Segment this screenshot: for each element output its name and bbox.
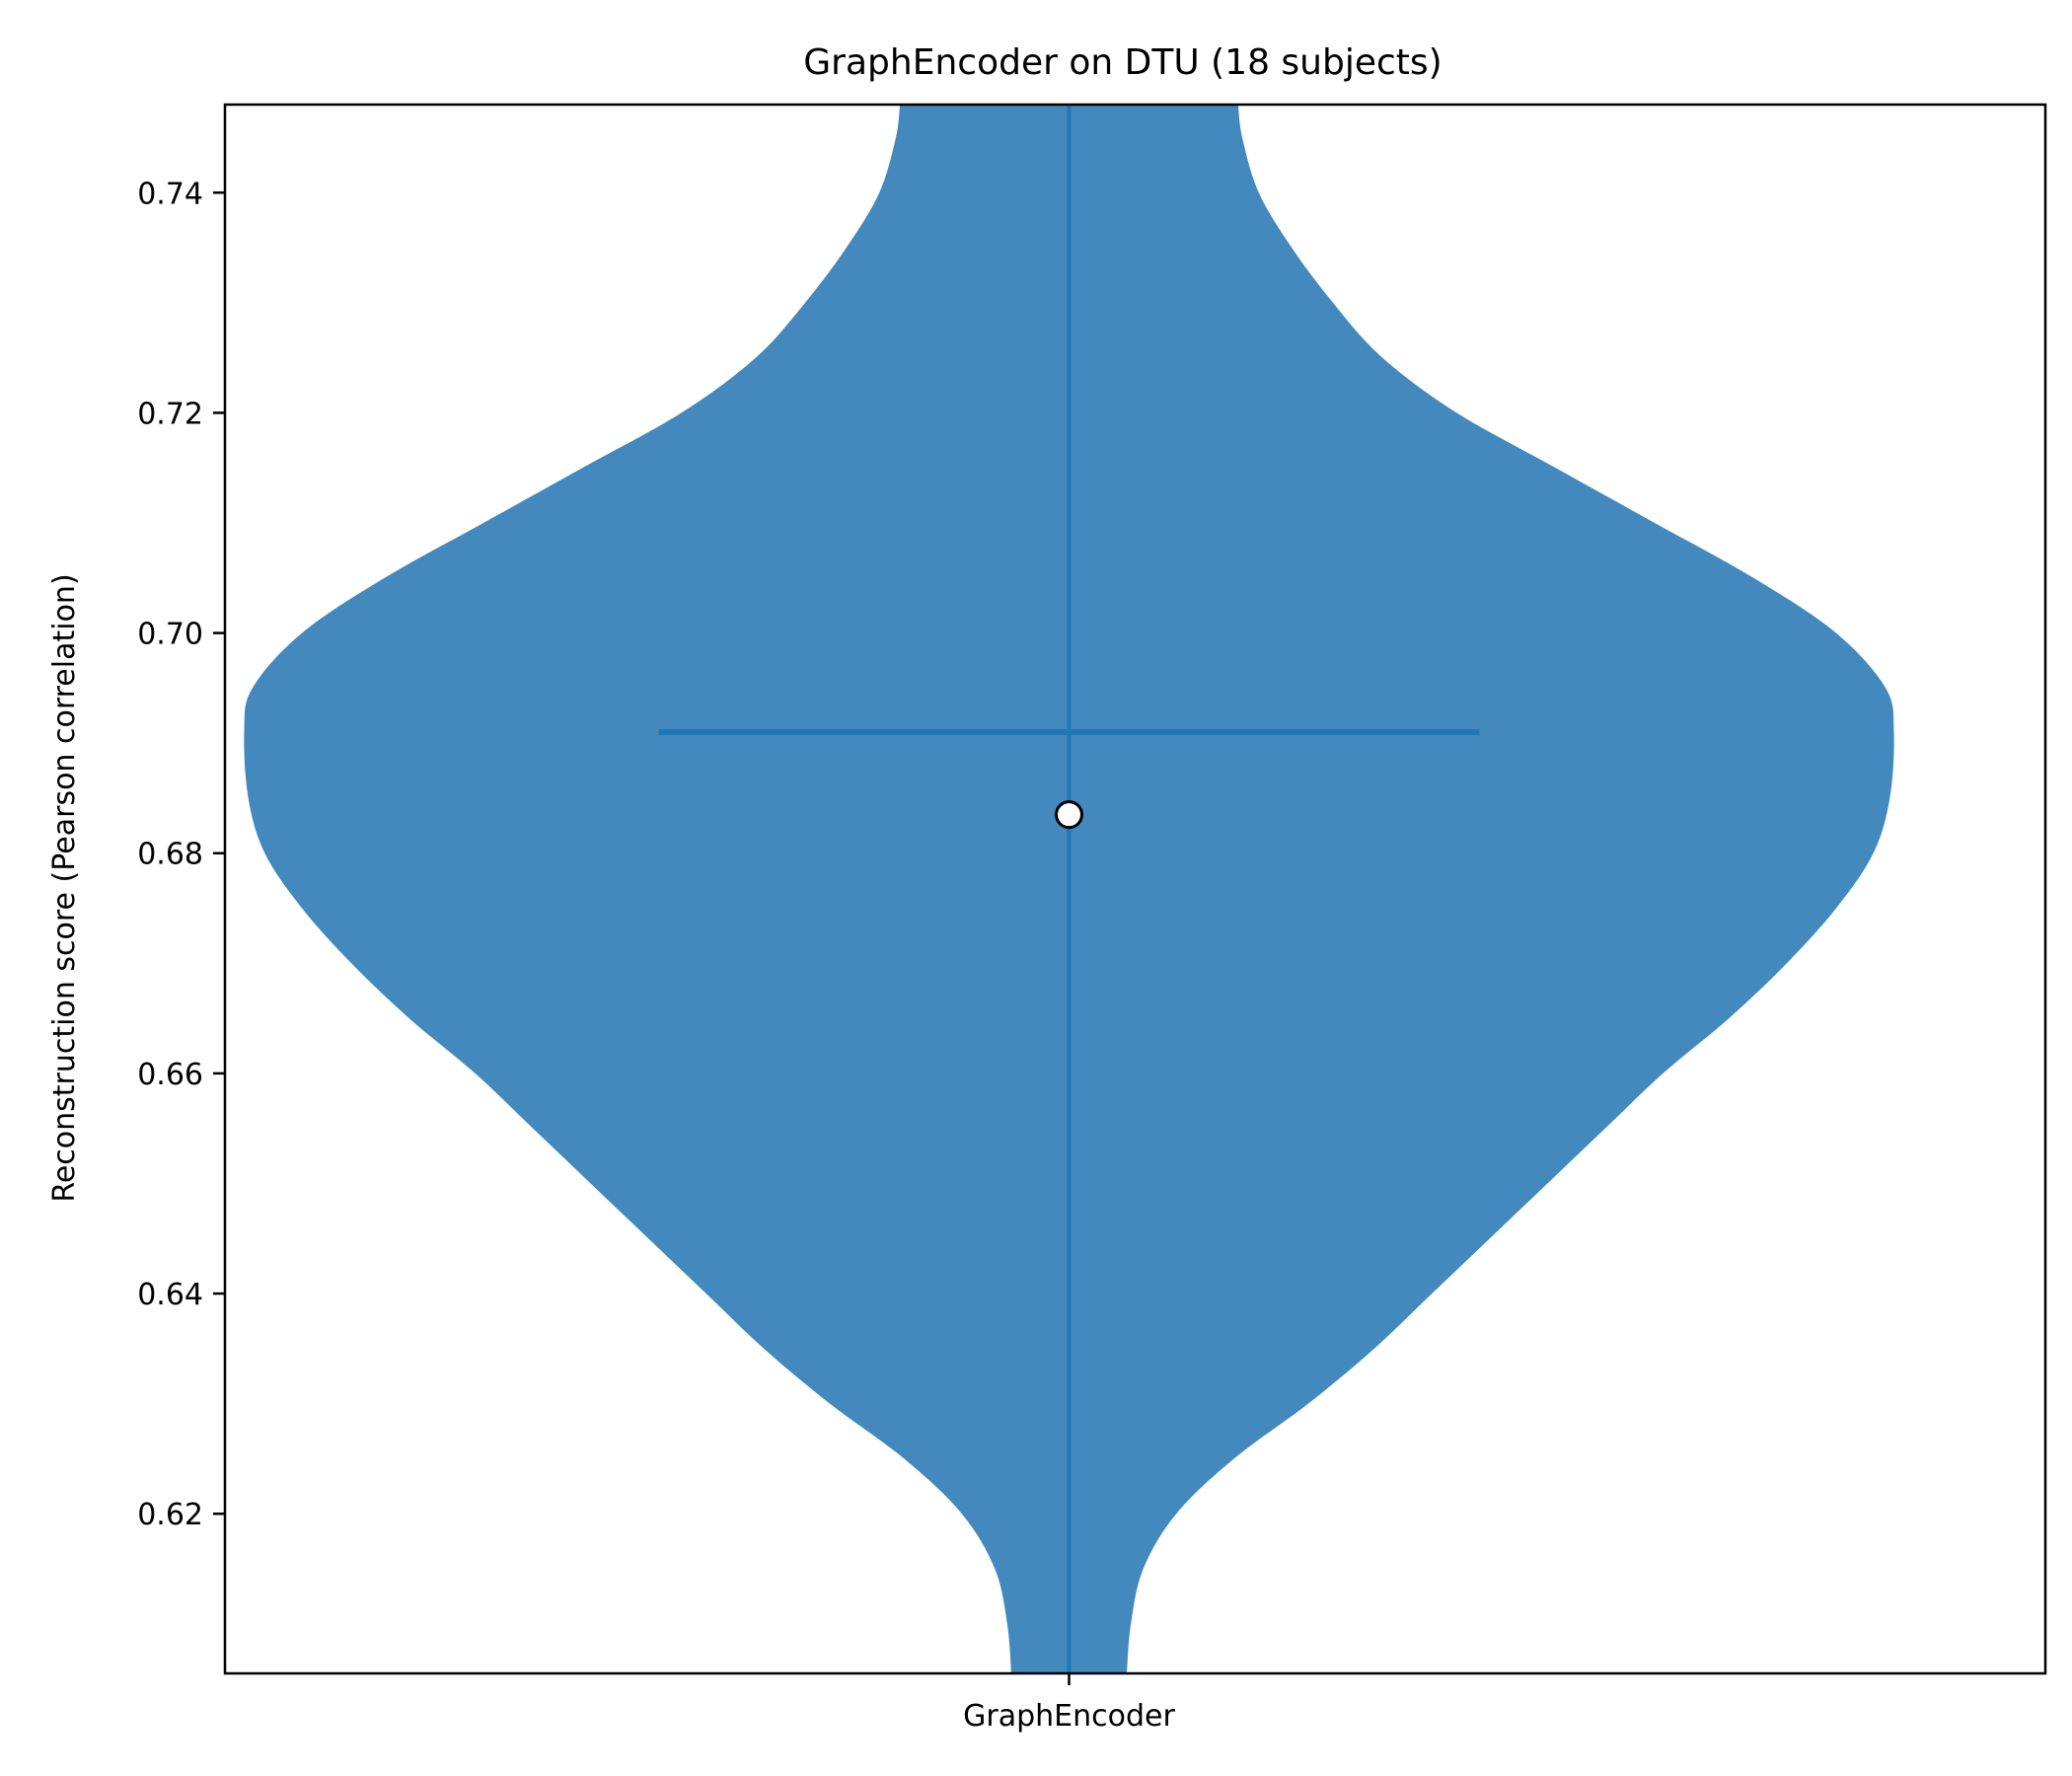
y-axis-label: Reconstruction score (Pearson correlatio…	[47, 573, 82, 1202]
y-tick-label: 0.70	[137, 618, 203, 652]
y-tick-label: 0.68	[137, 838, 203, 872]
y-tick-label: 0.74	[137, 177, 203, 211]
chart-title: GraphEncoder on DTU (18 subjects)	[803, 42, 1442, 83]
x-tick-label: GraphEncoder	[963, 1699, 1175, 1734]
x-axis: GraphEncoder	[963, 1673, 1175, 1734]
plot-area	[223, 103, 2047, 1675]
y-tick-label: 0.64	[137, 1278, 203, 1312]
y-axis: 0.62 0.64 0.66 0.68 0.70 0.72 0.74	[137, 177, 225, 1532]
mean-marker	[1055, 800, 1083, 830]
y-tick-label: 0.62	[137, 1498, 203, 1532]
axes-frame	[223, 103, 2047, 1675]
y-tick-label: 0.66	[137, 1058, 203, 1092]
y-tick-label: 0.72	[137, 397, 203, 431]
